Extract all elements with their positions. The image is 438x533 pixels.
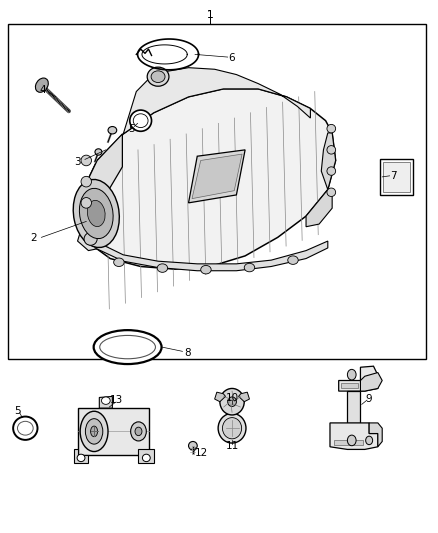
Text: 5: 5 [128,124,134,134]
Ellipse shape [220,389,244,415]
Polygon shape [330,423,378,449]
Ellipse shape [223,418,242,439]
Text: 10: 10 [226,393,239,403]
Polygon shape [306,190,332,227]
Ellipse shape [135,427,142,435]
Polygon shape [192,154,242,199]
Text: 11: 11 [226,441,239,451]
Ellipse shape [201,265,211,274]
Text: 12: 12 [195,448,208,458]
Text: 9: 9 [366,394,372,404]
Ellipse shape [327,167,336,175]
Polygon shape [369,423,382,447]
Polygon shape [188,150,245,203]
Polygon shape [74,449,88,463]
Ellipse shape [88,200,105,227]
Polygon shape [360,373,382,391]
Ellipse shape [94,330,162,364]
Ellipse shape [95,149,102,155]
Text: 1: 1 [207,10,214,20]
Ellipse shape [157,264,168,272]
Polygon shape [78,225,102,251]
Bar [383,162,410,192]
Polygon shape [99,397,113,408]
Polygon shape [347,391,360,423]
Bar [380,159,413,195]
Ellipse shape [77,454,85,462]
Polygon shape [123,68,311,134]
Ellipse shape [130,110,152,131]
Polygon shape [215,392,226,402]
Ellipse shape [81,176,92,187]
Polygon shape [321,133,336,190]
Ellipse shape [108,126,117,134]
Polygon shape [95,241,328,271]
Ellipse shape [188,441,197,450]
Text: 3: 3 [74,157,81,166]
Polygon shape [239,392,250,402]
Bar [341,383,358,389]
Ellipse shape [327,124,336,133]
Ellipse shape [100,335,155,359]
Text: 6: 6 [229,53,235,63]
Polygon shape [82,89,336,269]
Ellipse shape [35,78,48,92]
Ellipse shape [79,188,113,239]
Bar [78,408,149,455]
Ellipse shape [327,146,336,154]
Ellipse shape [327,188,336,197]
Text: 2: 2 [31,233,37,244]
Ellipse shape [347,369,356,380]
Ellipse shape [73,180,119,247]
Text: 13: 13 [110,395,124,405]
Ellipse shape [133,114,148,127]
Ellipse shape [218,414,246,443]
Ellipse shape [228,397,237,407]
Text: 4: 4 [39,85,46,95]
Ellipse shape [347,435,356,446]
Ellipse shape [91,426,98,437]
Ellipse shape [102,397,110,405]
Ellipse shape [81,155,92,166]
Ellipse shape [366,436,373,445]
Polygon shape [138,449,154,463]
Ellipse shape [18,421,33,435]
Text: 5: 5 [14,406,21,416]
Ellipse shape [114,258,124,266]
Bar [8,23,426,359]
Ellipse shape [151,71,165,83]
Ellipse shape [13,417,38,440]
Ellipse shape [288,256,298,264]
Text: 8: 8 [184,349,191,359]
Ellipse shape [84,232,97,245]
Ellipse shape [142,454,150,462]
Ellipse shape [131,422,146,441]
Ellipse shape [244,263,254,272]
Ellipse shape [147,67,169,86]
Polygon shape [82,134,122,227]
Ellipse shape [80,411,108,451]
Bar [334,440,363,445]
Ellipse shape [85,419,103,444]
Text: 7: 7 [390,171,396,181]
Polygon shape [339,366,378,391]
Ellipse shape [81,198,92,208]
Text: 1: 1 [207,10,214,20]
